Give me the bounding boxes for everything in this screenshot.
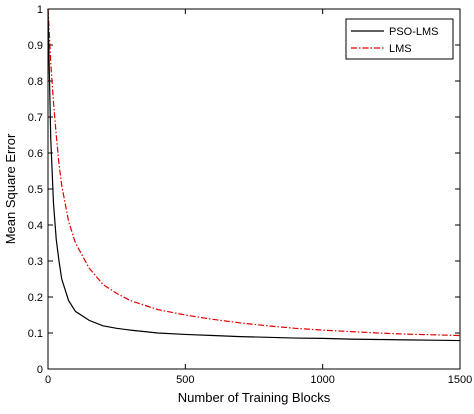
x-tick-label: 1000 [310, 374, 334, 386]
x-tick-label: 1500 [448, 374, 472, 386]
y-tick-label: 0 [37, 364, 43, 376]
y-tick-label: 0.8 [28, 76, 43, 88]
y-tick-label: 0.5 [28, 184, 43, 196]
series-line-pso-lms [47, 8, 461, 342]
legend-label-lms: LMS [389, 43, 412, 55]
x-axis-title: Number of Training Blocks [178, 390, 331, 405]
y-tick-label: 0.1 [28, 328, 43, 340]
series-line-lms [47, 8, 461, 337]
legend-box [345, 18, 454, 60]
y-axis-ticks: 0 0.1 0.2 0.3 0.4 0.5 0.6 0.7 0.8 0.9 1 [28, 4, 460, 376]
series-layer [47, 8, 461, 342]
y-tick-label: 0.9 [28, 40, 43, 52]
y-tick-label: 0.6 [28, 148, 43, 160]
x-tick-label: 500 [176, 374, 194, 386]
y-tick-label: 0.2 [28, 292, 43, 304]
y-tick-label: 0.7 [28, 112, 43, 124]
x-tick-label: 0 [45, 374, 51, 386]
y-tick-label: 0.4 [28, 220, 43, 232]
y-tick-label: 1 [37, 4, 43, 16]
legend: PSO-LMS LMS [345, 18, 454, 60]
legend-label-pso-lms: PSO-LMS [389, 26, 439, 38]
y-axis-title: Mean Square Error [3, 133, 18, 244]
y-tick-label: 0.3 [28, 256, 43, 268]
plot-area [47, 8, 461, 370]
